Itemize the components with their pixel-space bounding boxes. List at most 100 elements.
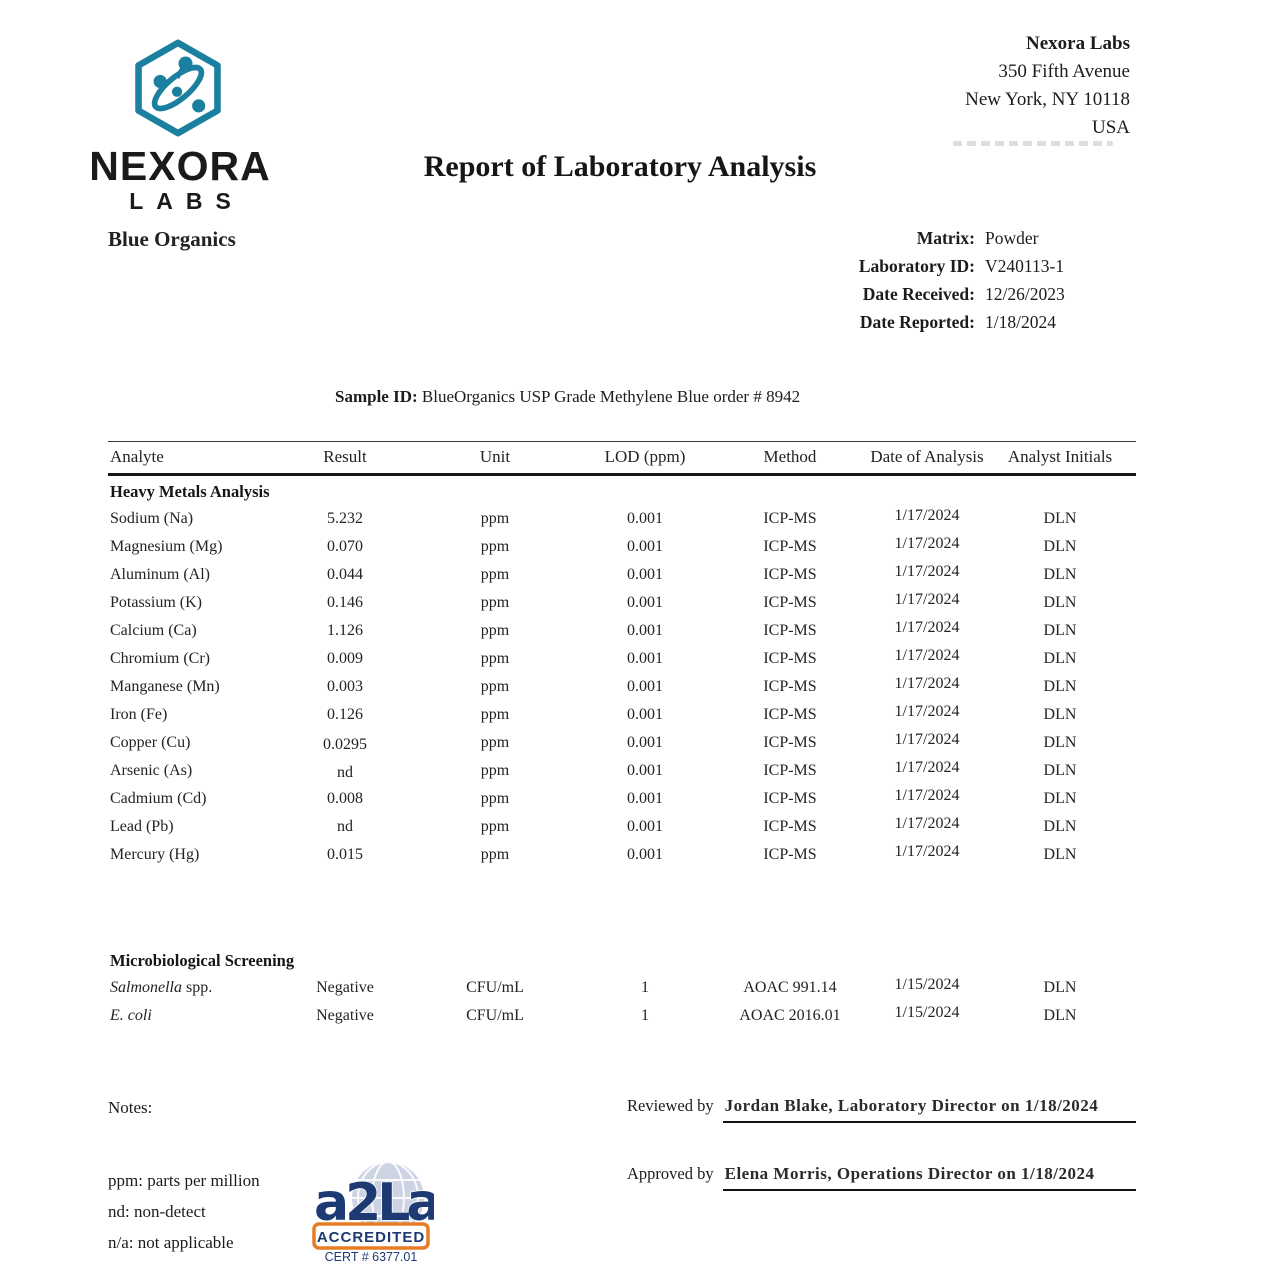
column-header: LOD (ppm)	[580, 441, 710, 476]
section-title-row: Microbiological Screening	[108, 869, 1136, 974]
result-cell: 0.001	[627, 678, 663, 695]
table-row: Arsenic (As) nd ppm 0.001 ICP-MS 1/17/2024 DLN	[108, 757, 1136, 785]
result-cell: ppm	[480, 846, 510, 863]
analyte-cell: Mercury (Hg)	[110, 846, 200, 863]
result-cell: 1/17/2024	[894, 591, 960, 608]
result-cell: ICP-MS	[763, 762, 817, 779]
result-cell: 0.0295	[323, 736, 367, 753]
table-row: Chromium (Cr) 0.009 ppm 0.001 ICP-MS 1/17/202…	[108, 645, 1136, 673]
result-cell: ICP-MS	[763, 790, 817, 807]
table-row: Lead (Pb) nd ppm 0.001 ICP-MS 1/17/2024 DLN	[108, 813, 1136, 841]
table-row: Manganese (Mn) 0.003 ppm 0.001 ICP-MS 1/17/20…	[108, 673, 1136, 701]
table-row: Magnesium (Mg) 0.070 ppm 0.001 ICP-MS 1/17/20…	[108, 533, 1136, 561]
reviewed-signature-row: Reviewed by Jordan Blake, Laboratory Dir…	[627, 1096, 1136, 1123]
result-cell: ppm	[480, 566, 510, 583]
result-cell: DLN	[1043, 594, 1077, 611]
analyte-cell: Potassium (K)	[110, 594, 202, 611]
result-cell: ICP-MS	[763, 846, 817, 863]
clipped-text-line	[953, 141, 1113, 146]
result-cell: ppm	[480, 650, 510, 667]
result-cell: 1/17/2024	[894, 843, 960, 860]
section-title-row: Heavy Metals Analysis	[108, 475, 1136, 506]
section-title: Microbiological Screening	[110, 951, 295, 970]
meta-label: Date Reported:	[859, 312, 975, 332]
result-cell: 1/15/2024	[894, 976, 960, 993]
result-cell: 0.008	[327, 790, 363, 807]
result-cell: 0.015	[327, 846, 363, 863]
result-cell: 0.001	[627, 538, 663, 555]
result-cell: ICP-MS	[763, 734, 817, 751]
section-title: Heavy Metals Analysis	[110, 482, 270, 501]
table-row: Salmonella spp. Negative CFU/mL 1 AOAC 991.1…	[108, 974, 1136, 1002]
result-cell: ppm	[480, 734, 510, 751]
analyte-cell: Manganese (Mn)	[110, 678, 220, 695]
result-cell: Negative	[316, 1007, 374, 1024]
result-cell: nd	[337, 764, 353, 781]
abbreviation-item: nd: non-detect	[108, 1202, 206, 1221]
result-cell: 0.001	[627, 650, 663, 667]
result-cell: 0.001	[627, 818, 663, 835]
column-header: Analyte	[108, 441, 280, 476]
result-cell: nd	[337, 818, 353, 835]
result-cell: DLN	[1043, 650, 1077, 667]
column-header: Analyst Initials	[984, 441, 1136, 476]
result-cell: CFU/mL	[466, 1007, 524, 1024]
result-cell: 0.126	[327, 706, 363, 723]
analyte-cell: Iron (Fe)	[110, 706, 168, 723]
notes-label: Notes:	[108, 1098, 153, 1117]
result-cell: ppm	[480, 622, 510, 639]
table-row: Iron (Fe) 0.126 ppm 0.001 ICP-MS 1/17/2024 DLN	[108, 701, 1136, 729]
approved-by-label: Approved by	[627, 1164, 714, 1183]
analyte-cell: Cadmium (Cd)	[110, 790, 207, 807]
result-cell: 0.044	[327, 566, 363, 583]
results-table: Analyte Result Unit LOD (ppm) Method Dat…	[108, 441, 1136, 1030]
result-cell: ppm	[480, 818, 510, 835]
result-cell: 0.001	[627, 706, 663, 723]
table-row: E. coli Negative CFU/mL 1 AOAC 2016.01 1/15/2…	[108, 1002, 1136, 1030]
result-cell: 1/17/2024	[894, 787, 960, 804]
meta-label: Laboratory ID:	[858, 256, 975, 276]
result-cell: ICP-MS	[763, 594, 817, 611]
result-cell: DLN	[1043, 762, 1077, 779]
result-cell: ppm	[480, 762, 510, 779]
brand-wordmark-sub: LABS	[129, 188, 244, 214]
sample-id-line: Sample ID: BlueOrganics USP Grade Methyl…	[335, 387, 800, 407]
approved-signature-row: Approved by Elena Morris, Operations Dir…	[627, 1164, 1136, 1191]
result-cell: ICP-MS	[763, 706, 817, 723]
column-header: Method	[710, 441, 870, 476]
meta-value: 1/18/2024	[985, 312, 1056, 332]
result-cell: ppm	[480, 706, 510, 723]
analyte-cell: Magnesium (Mg)	[110, 538, 223, 555]
result-cell: 1/17/2024	[894, 731, 960, 748]
column-header: Date of Analysis	[870, 441, 984, 476]
result-cell: 1.126	[327, 622, 363, 639]
lab-address-line: USA	[1091, 117, 1130, 138]
sample-id-label: Sample ID:	[335, 387, 418, 406]
result-cell: ICP-MS	[763, 510, 817, 527]
result-cell: DLN	[1043, 566, 1077, 583]
result-cell: DLN	[1043, 538, 1077, 555]
approved-by-value: Elena Morris, Operations Director on 1/1…	[722, 1164, 1136, 1191]
analyte-cell: Chromium (Cr)	[110, 650, 210, 667]
result-cell: 1/17/2024	[894, 647, 960, 664]
result-cell: DLN	[1043, 678, 1077, 695]
result-cell: 0.001	[627, 594, 663, 611]
lab-address-line: New York, NY 10118	[965, 89, 1130, 110]
result-cell: DLN	[1043, 1007, 1077, 1024]
result-cell: DLN	[1043, 979, 1077, 996]
meta-label: Date Received:	[862, 284, 975, 304]
result-cell: 1/17/2024	[894, 535, 960, 552]
result-cell: 0.001	[627, 846, 663, 863]
analyte-cell: Aluminum (Al)	[110, 566, 210, 583]
result-cell: ppm	[480, 678, 510, 695]
result-cell: 0.009	[327, 650, 363, 667]
result-cell: ppm	[480, 594, 510, 611]
result-cell: DLN	[1043, 846, 1077, 863]
result-cell: 0.001	[627, 790, 663, 807]
table-row: Sodium (Na) 5.232 ppm 0.001 ICP-MS 1/17/2024 D…	[108, 505, 1136, 533]
nexora-logo-icon	[135, 39, 221, 137]
table-row: Aluminum (Al) 0.044 ppm 0.001 ICP-MS 1/17/202…	[108, 561, 1136, 589]
a2la-accredited-logo: a2La ACCREDITED CERT # 6377.01	[312, 1161, 434, 1264]
result-cell: DLN	[1043, 734, 1077, 751]
reviewed-by-value: Jordan Blake, Laboratory Director on 1/1…	[722, 1096, 1136, 1123]
